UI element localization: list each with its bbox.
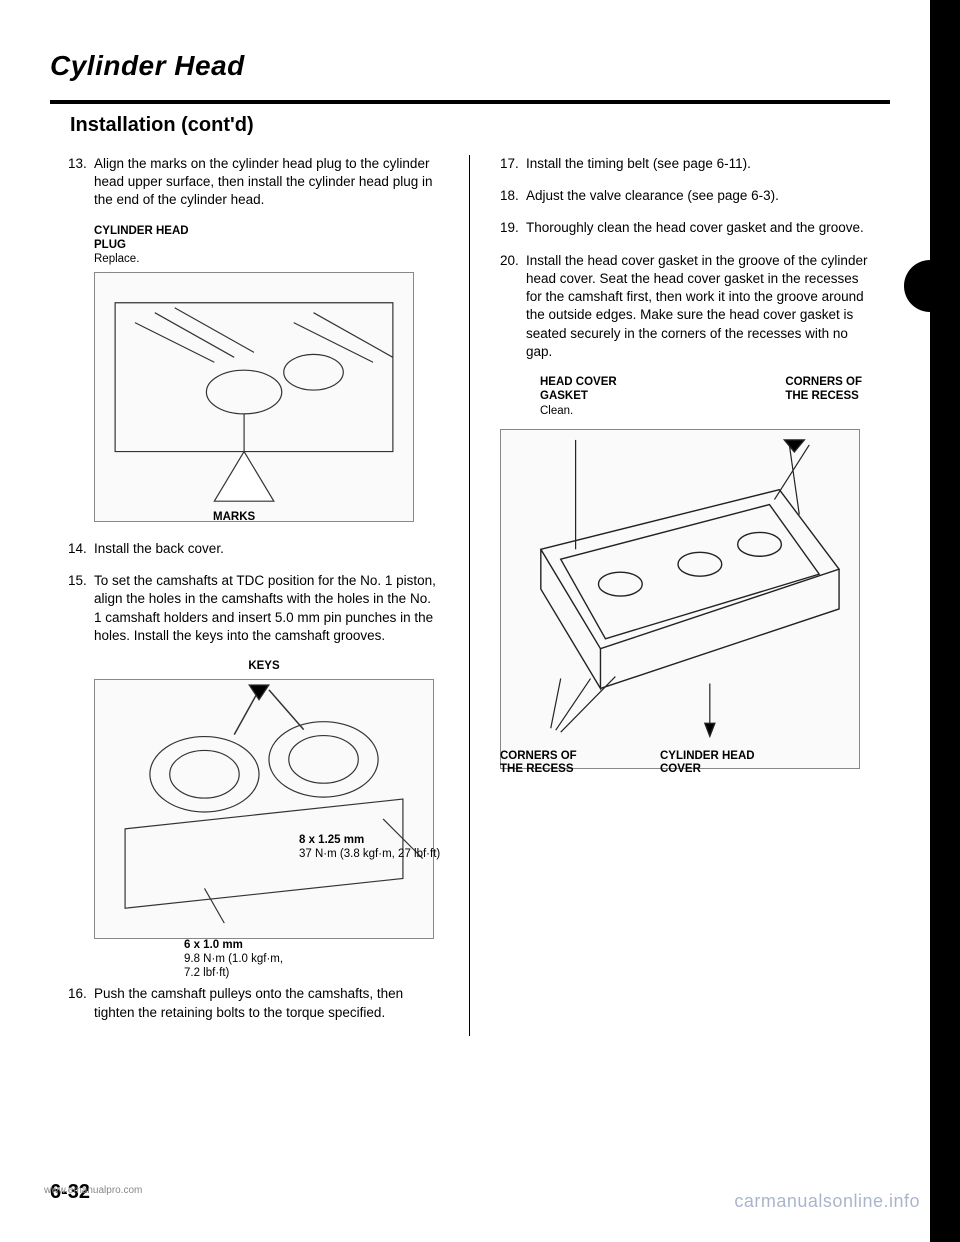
- fig3-label-top-left: HEAD COVER GASKET Clean.: [540, 375, 617, 419]
- section-subtitle: Installation (cont'd): [70, 114, 890, 137]
- step-number: 16.: [68, 985, 94, 1021]
- fig2-diagram: [94, 679, 434, 939]
- fig1-diagram: MARKS: [94, 272, 414, 522]
- watermark-right: carmanualsonline.info: [734, 1191, 920, 1212]
- fig2-bolt-right: 8 x 1.25 mm 37 N·m (3.8 kgf·m, 27 lbf·ft…: [299, 834, 449, 862]
- step-number: 15.: [68, 572, 94, 645]
- step-text: Align the marks on the cylinder head plu…: [94, 155, 439, 210]
- step-text: Install the timing belt (see page 6-11).: [526, 155, 872, 173]
- fig3-tr-line1: CORNERS OF: [785, 375, 862, 389]
- fig3-bl-line1: CORNERS OF: [500, 750, 577, 762]
- title-rule: [50, 100, 890, 104]
- fig2-bolt-left-size: 6 x 1.0 mm: [184, 939, 243, 951]
- fig3-tl-line1: HEAD COVER: [540, 375, 617, 389]
- page-title: Cylinder Head: [50, 50, 890, 82]
- fig3-tl-line2: GASKET: [540, 389, 617, 403]
- figure-2: KEYS: [94, 659, 439, 939]
- step-16: 16. Push the camshaft pulleys onto the c…: [68, 985, 439, 1021]
- fig3-br-line2: COVER: [660, 763, 701, 775]
- binder-edge: [930, 0, 960, 1242]
- right-column: 17. Install the timing belt (see page 6-…: [470, 155, 890, 1036]
- step-number: 17.: [500, 155, 526, 173]
- step-number: 20.: [500, 252, 526, 361]
- step-14: 14. Install the back cover.: [68, 540, 439, 558]
- cylinder-head-plug-diagram-icon: [95, 273, 413, 521]
- fig2-bolt-right-torque: 37 N·m (3.8 kgf·m, 27 lbf·ft): [299, 848, 440, 860]
- step-text: To set the camshafts at TDC position for…: [94, 572, 439, 645]
- fig3-label-top-right: CORNERS OF THE RECESS: [785, 375, 862, 419]
- camshaft-keys-diagram-icon: [95, 680, 433, 938]
- head-cover-gasket-diagram-icon: [501, 430, 859, 768]
- step-18: 18. Adjust the valve clearance (see page…: [500, 187, 872, 205]
- fig2-bolt-left-torque2: 7.2 lbf·ft): [184, 967, 229, 979]
- step-text: Thoroughly clean the head cover gasket a…: [526, 219, 872, 237]
- two-column-layout: 13. Align the marks on the cylinder head…: [50, 155, 890, 1036]
- step-number: 19.: [500, 219, 526, 237]
- fig3-tr-line2: THE RECESS: [785, 389, 862, 403]
- figure-1: CYLINDER HEAD PLUG Replace.: [94, 224, 439, 522]
- step-15: 15. To set the camshafts at TDC position…: [68, 572, 439, 645]
- fig1-label-line2: PLUG: [94, 238, 439, 252]
- step-19: 19. Thoroughly clean the head cover gask…: [500, 219, 872, 237]
- manual-page: Cylinder Head Installation (cont'd) 13. …: [0, 0, 960, 1242]
- fig1-label-line3: Replace.: [94, 252, 439, 268]
- fig1-marks-label: MARKS: [213, 511, 255, 525]
- fig1-label-line1: CYLINDER HEAD: [94, 224, 439, 238]
- fig3-br-line1: CYLINDER HEAD: [660, 750, 755, 762]
- fig2-bolt-left: 6 x 1.0 mm 9.8 N·m (1.0 kgf·m, 7.2 lbf·f…: [184, 939, 354, 980]
- left-column: 13. Align the marks on the cylinder head…: [50, 155, 470, 1036]
- fig2-keys-label: KEYS: [94, 659, 434, 673]
- step-text: Adjust the valve clearance (see page 6-3…: [526, 187, 872, 205]
- step-13: 13. Align the marks on the cylinder head…: [68, 155, 439, 210]
- step-number: 13.: [68, 155, 94, 210]
- step-20: 20. Install the head cover gasket in the…: [500, 252, 872, 361]
- fig3-bl-line2: THE RECESS: [500, 763, 574, 775]
- step-text: Install the head cover gasket in the gro…: [526, 252, 872, 361]
- step-17: 17. Install the timing belt (see page 6-…: [500, 155, 872, 173]
- fig3-label-bottom-left: CORNERS OF THE RECESS: [500, 750, 577, 778]
- step-number: 18.: [500, 187, 526, 205]
- step-text: Push the camshaft pulleys onto the camsh…: [94, 985, 439, 1021]
- figure-3: HEAD COVER GASKET Clean. CORNERS OF THE …: [500, 375, 872, 769]
- fig3-label-bottom-right: CYLINDER HEAD COVER: [660, 750, 755, 778]
- fig3-diagram: [500, 429, 860, 769]
- fig2-bolt-right-size: 8 x 1.25 mm: [299, 834, 364, 846]
- step-text: Install the back cover.: [94, 540, 439, 558]
- fig2-bolt-left-torque1: 9.8 N·m (1.0 kgf·m,: [184, 953, 283, 965]
- watermark-left: www.emanualpro.com: [44, 1185, 142, 1196]
- fig3-tl-line3: Clean.: [540, 404, 617, 420]
- step-number: 14.: [68, 540, 94, 558]
